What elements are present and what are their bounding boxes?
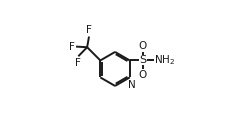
Text: NH$_2$: NH$_2$ xyxy=(154,53,175,67)
Text: S: S xyxy=(139,55,147,65)
Text: F: F xyxy=(86,25,92,35)
Text: N: N xyxy=(128,80,135,90)
Text: O: O xyxy=(139,70,147,80)
Text: F: F xyxy=(75,58,81,68)
Text: O: O xyxy=(139,41,147,51)
Text: F: F xyxy=(69,42,75,52)
